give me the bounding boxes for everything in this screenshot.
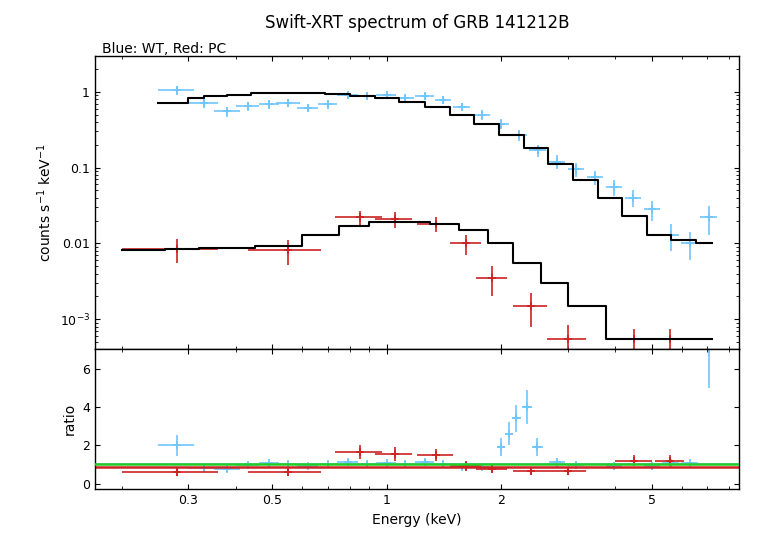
- Y-axis label: ratio: ratio: [62, 403, 77, 435]
- Y-axis label: counts s$^{-1}$ keV$^{-1}$: counts s$^{-1}$ keV$^{-1}$: [36, 143, 54, 262]
- X-axis label: Energy (keV): Energy (keV): [372, 513, 462, 527]
- Text: Swift-XRT spectrum of GRB 141212B: Swift-XRT spectrum of GRB 141212B: [265, 14, 569, 32]
- Text: Blue: WT, Red: PC: Blue: WT, Red: PC: [102, 42, 227, 56]
